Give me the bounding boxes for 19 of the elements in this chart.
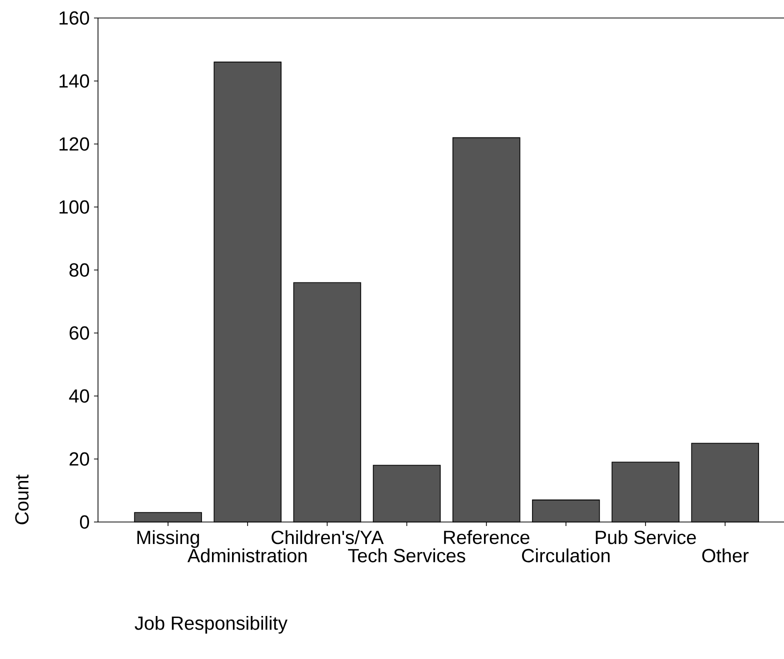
y-axis-title: Count (15, 474, 29, 524)
y-tick-label: 40 (69, 389, 90, 403)
y-tick-label: 80 (70, 263, 90, 277)
x-tick-label: Reference (444, 530, 530, 544)
y-tick-label: 60 (70, 326, 90, 340)
x-tick-label: Tech Services (348, 548, 466, 562)
x-tick-label: Circulation (522, 548, 610, 562)
y-tick-label: 140 (60, 74, 90, 88)
y-tick-label: 160 (60, 11, 90, 25)
x-tick-label: Children's/YA (272, 530, 384, 544)
x-tick-label: Pub Service (596, 530, 696, 544)
y-tick-label: 0 (80, 515, 90, 529)
y-tick-label: 20 (70, 452, 90, 466)
x-tick-label: Missing (137, 530, 200, 548)
y-tick-label: 120 (60, 137, 90, 151)
x-axis-title: Job Responsibility (134, 616, 288, 634)
y-tick-label: 100 (60, 200, 90, 214)
x-tick-label: Other (702, 548, 749, 562)
x-tick-label: Administration (187, 548, 307, 562)
